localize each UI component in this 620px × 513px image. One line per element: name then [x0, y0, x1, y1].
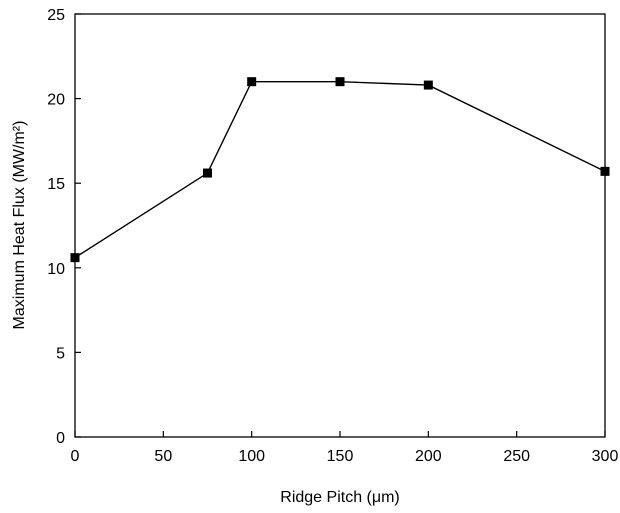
x-tick-label: 300 — [592, 448, 619, 465]
y-tick-label: 0 — [56, 430, 65, 447]
data-point — [70, 253, 80, 263]
x-tick-label: 150 — [327, 448, 354, 465]
x-tick-label: 100 — [238, 448, 265, 465]
y-tick-label: 25 — [47, 7, 65, 24]
data-point — [423, 80, 433, 90]
y-tick-label: 20 — [47, 92, 65, 109]
x-tick-label: 200 — [415, 448, 442, 465]
data-line — [74, 80, 606, 259]
x-axis-label: Ridge Pitch (μm) — [280, 489, 399, 506]
x-tick-label: 0 — [71, 448, 80, 465]
y-tick-label: 5 — [56, 345, 65, 362]
data-point — [600, 166, 610, 176]
x-tick-label: 250 — [503, 448, 530, 465]
data-point — [335, 77, 345, 87]
x-tick-label: 50 — [154, 448, 172, 465]
y-tick-label: 10 — [47, 261, 65, 278]
y-axis-label: Maximum Heat Flux (MW/m²) — [11, 121, 28, 330]
y-tick-label: 15 — [47, 176, 65, 193]
data-point — [203, 168, 212, 178]
data-point — [247, 77, 257, 87]
